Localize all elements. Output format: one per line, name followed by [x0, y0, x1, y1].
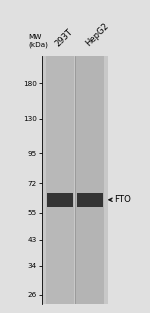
Text: FTO: FTO [115, 195, 131, 204]
Text: MW
(kDa): MW (kDa) [28, 34, 48, 48]
Bar [77, 193, 103, 207]
Text: HepG2: HepG2 [84, 21, 111, 48]
Bar [46, 56, 74, 304]
Text: 293T: 293T [53, 27, 75, 48]
Bar [76, 56, 104, 304]
Bar [47, 193, 73, 207]
